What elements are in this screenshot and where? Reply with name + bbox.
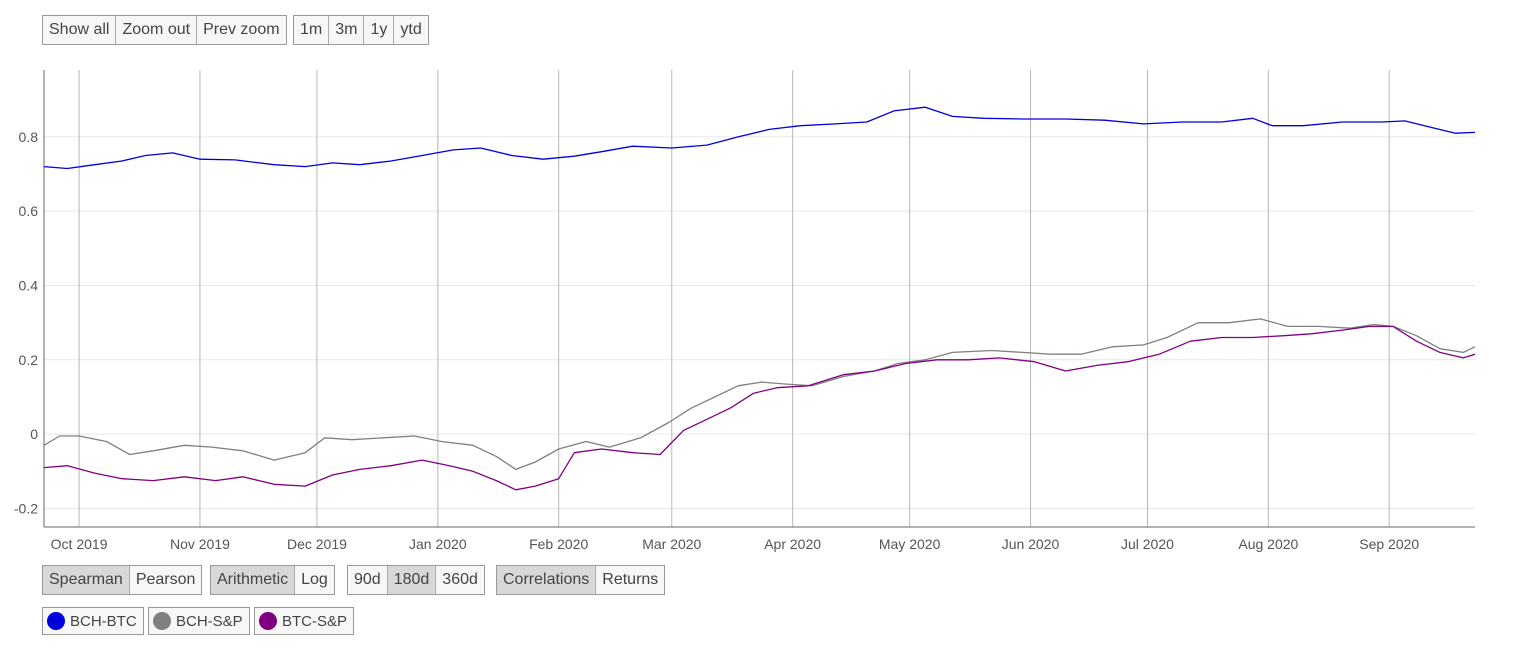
legend-label: BTC-S&P: [282, 612, 348, 630]
y-tick-label: 0: [30, 426, 38, 442]
range-1y-button[interactable]: 1y: [364, 16, 395, 44]
x-tick-label: Apr 2020: [764, 536, 821, 552]
legend-item-bch-btc[interactable]: BCH-BTC: [42, 607, 144, 635]
bch-btc-swatch-icon: [47, 612, 65, 630]
x-tick-label: Mar 2020: [642, 536, 701, 552]
x-tick-label: Jul 2020: [1121, 536, 1174, 552]
legend-item-bch-sp[interactable]: BCH-S&P: [148, 607, 250, 635]
returns-button[interactable]: Returns: [602, 571, 659, 588]
window-90d-button[interactable]: 90d: [348, 566, 388, 594]
y-tick-label: -0.2: [14, 500, 38, 516]
y-tick-label: 0.4: [19, 277, 39, 293]
log-button[interactable]: Log: [301, 571, 328, 588]
bch-sp-swatch-icon: [153, 612, 171, 630]
btc-sp-swatch-icon: [259, 612, 277, 630]
x-tick-label: Sep 2020: [1359, 536, 1419, 552]
window-180d-button[interactable]: 180d: [387, 566, 437, 594]
range-button-group: 1m 3m 1y ytd: [293, 15, 429, 45]
mode-button-group: Correlations Returns: [496, 565, 666, 595]
arithmetic-button[interactable]: Arithmetic: [211, 566, 296, 594]
window-360d-button[interactable]: 360d: [442, 571, 478, 588]
range-3m-button[interactable]: 3m: [329, 16, 365, 44]
x-tick-label: Jun 2020: [1002, 536, 1060, 552]
x-tick-label: Dec 2019: [287, 536, 347, 552]
range-1m-button[interactable]: 1m: [294, 16, 330, 44]
x-tick-label: Aug 2020: [1238, 536, 1298, 552]
prev-zoom-button[interactable]: Prev zoom: [203, 21, 280, 38]
series-line-btc-s-p: [43, 325, 1476, 491]
spearman-button[interactable]: Spearman: [43, 566, 130, 594]
x-tick-label: Feb 2020: [529, 536, 588, 552]
zoom-out-button[interactable]: Zoom out: [116, 16, 198, 44]
legend-item-btc-sp[interactable]: BTC-S&P: [254, 607, 355, 635]
legend-label: BCH-BTC: [70, 612, 137, 630]
series-line-bch-btc: [43, 106, 1476, 170]
scale-button-group: Arithmetic Log: [210, 565, 335, 595]
y-tick-label: 0.2: [19, 352, 39, 368]
x-tick-label: May 2020: [879, 536, 941, 552]
x-tick-label: Jan 2020: [409, 536, 467, 552]
x-tick-label: Oct 2019: [51, 536, 108, 552]
show-all-button[interactable]: Show all: [43, 16, 117, 44]
zoom-button-group: Show all Zoom out Prev zoom: [42, 15, 287, 45]
y-tick-label: 0.8: [19, 129, 39, 145]
legend-label: BCH-S&P: [176, 612, 243, 630]
x-tick-label: Nov 2019: [170, 536, 230, 552]
method-button-group: Spearman Pearson: [42, 565, 203, 595]
range-ytd-button[interactable]: ytd: [400, 21, 422, 38]
series-line-bch-s-p: [43, 318, 1476, 471]
pearson-button[interactable]: Pearson: [135, 571, 196, 588]
y-tick-label: 0.6: [19, 203, 39, 219]
window-button-group: 90d 180d 360d: [347, 565, 485, 595]
correlation-chart: 0.8 0.6 0.4 0.2 0 -0.2 Oct 2019 Nov 2019 Dec 201…: [14, 70, 1476, 552]
correlations-button[interactable]: Correlations: [497, 566, 597, 594]
